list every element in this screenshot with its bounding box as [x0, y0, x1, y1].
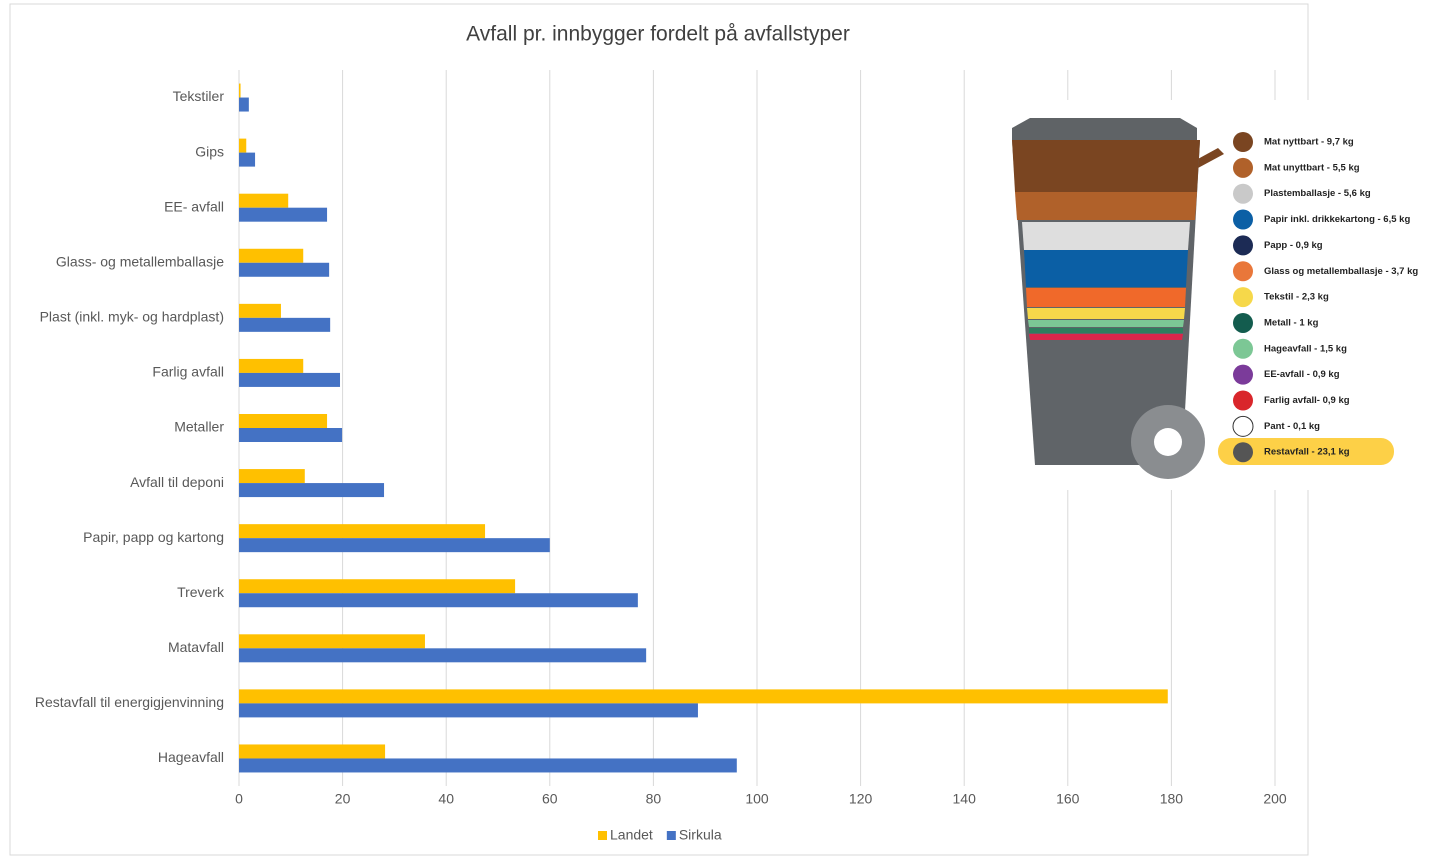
y-tick-label: EE- avfall [164, 198, 224, 214]
infographic-label: Farlig avfall- 0,9 kg [1264, 395, 1350, 406]
infographic-label: Mat nyttbart - 9,7 kg [1264, 137, 1354, 148]
x-tick-label: 120 [849, 791, 873, 807]
bar [239, 373, 340, 387]
y-tick-label: Hageavfall [158, 749, 224, 765]
y-tick-label: Treverk [177, 584, 225, 600]
x-tick-label: 200 [1263, 791, 1287, 807]
bin-layer [1026, 288, 1186, 307]
bar [239, 304, 281, 318]
bar [239, 579, 515, 593]
bar [239, 524, 485, 538]
infographic-icon [1233, 416, 1253, 436]
bin-layer [1024, 250, 1188, 287]
y-tick-label: Papir, papp og kartong [83, 529, 224, 545]
infographic-label: Restavfall - 23,1 kg [1264, 447, 1350, 458]
bar [239, 703, 698, 717]
bar [239, 483, 384, 497]
bar [239, 648, 646, 662]
bar [239, 428, 342, 442]
bar [239, 84, 241, 98]
bar [239, 208, 327, 222]
chart: Avfall pr. innbygger fordelt på avfallst… [0, 0, 1451, 859]
infographic-icon [1233, 365, 1253, 385]
bar [239, 689, 1168, 703]
y-tick-label: Plast (inkl. myk- og hardplast) [40, 309, 224, 325]
bar [239, 538, 550, 552]
infographic-icon [1233, 184, 1253, 204]
bin-lid [1012, 118, 1197, 140]
infographic-label: Tekstil - 2,3 kg [1264, 292, 1329, 303]
infographic-label: Glass og metallemballasje - 3,7 kg [1264, 266, 1418, 277]
bar [239, 593, 638, 607]
bar [239, 469, 305, 483]
x-tick-label: 160 [1056, 791, 1080, 807]
infographic-icon [1233, 339, 1253, 359]
infographic-label: Metall - 1 kg [1264, 317, 1319, 328]
infographic-icon [1233, 261, 1253, 281]
infographic: Mat nyttbart - 9,7 kg Mat unyttbart - 5,5… [1003, 100, 1451, 490]
y-tick-label: Restavfall til energigjenvinning [35, 694, 224, 710]
bar [239, 249, 303, 263]
y-tick-label: Farlig avfall [152, 364, 224, 380]
infographic-icon [1233, 287, 1253, 307]
bar [239, 318, 330, 332]
bar [239, 194, 288, 208]
legend-label: Sirkula [679, 827, 722, 843]
bin-layer [1028, 320, 1184, 327]
infographic-icon [1233, 235, 1253, 255]
bin-layer [1022, 222, 1190, 250]
infographic-label: Mat unyttbart - 5,5 kg [1264, 162, 1360, 173]
x-tick-label: 180 [1160, 791, 1184, 807]
bar [239, 263, 329, 277]
bin-layer [1015, 192, 1197, 220]
infographic-label: Papp - 0,9 kg [1264, 240, 1323, 251]
bin-layer [1029, 328, 1183, 333]
bar [239, 98, 249, 112]
bar [239, 359, 303, 373]
infographic-icon [1233, 210, 1253, 230]
legend-label: Landet [610, 827, 653, 843]
x-tick-label: 0 [235, 791, 243, 807]
legend-swatch [667, 831, 676, 840]
infographic-label: Pant - 0,1 kg [1264, 421, 1320, 432]
y-tick-label: Glass- og metallemballasje [56, 253, 224, 269]
y-tick-label: Gips [195, 143, 224, 159]
chart-title: Avfall pr. innbygger fordelt på avfallst… [466, 23, 850, 46]
infographic-icon [1233, 391, 1253, 411]
infographic-icon [1233, 132, 1253, 152]
x-tick-label: 20 [335, 791, 351, 807]
bin-layer [1012, 140, 1200, 192]
infographic-icon [1233, 442, 1253, 462]
y-tick-label: Tekstiler [173, 88, 225, 104]
x-tick-label: 40 [438, 791, 454, 807]
bin-layer [1029, 334, 1183, 340]
infographic-icon [1233, 313, 1253, 333]
y-tick-label: Metaller [174, 419, 224, 435]
x-tick-label: 100 [745, 791, 769, 807]
y-tick-label: Avfall til deponi [130, 474, 224, 490]
infographic-label: Plastemballasje - 5,6 kg [1264, 188, 1371, 199]
x-tick-label: 80 [646, 791, 662, 807]
bin-layer [1027, 308, 1185, 319]
x-tick-label: 140 [953, 791, 977, 807]
bar [239, 139, 246, 153]
bar [239, 758, 737, 772]
bar [239, 414, 327, 428]
infographic-label: Hageavfall - 1,5 kg [1264, 343, 1347, 354]
legend-swatch [598, 831, 607, 840]
y-tick-label: Matavfall [168, 639, 224, 655]
bin-wheel-hub [1154, 428, 1182, 456]
infographic-label: Papir inkl. drikkekartong - 6,5 kg [1264, 214, 1410, 225]
bar [239, 744, 385, 758]
bar [239, 634, 425, 648]
infographic-icon [1233, 158, 1253, 178]
x-tick-label: 60 [542, 791, 558, 807]
infographic-label: EE-avfall - 0,9 kg [1264, 369, 1340, 380]
bar [239, 153, 255, 167]
